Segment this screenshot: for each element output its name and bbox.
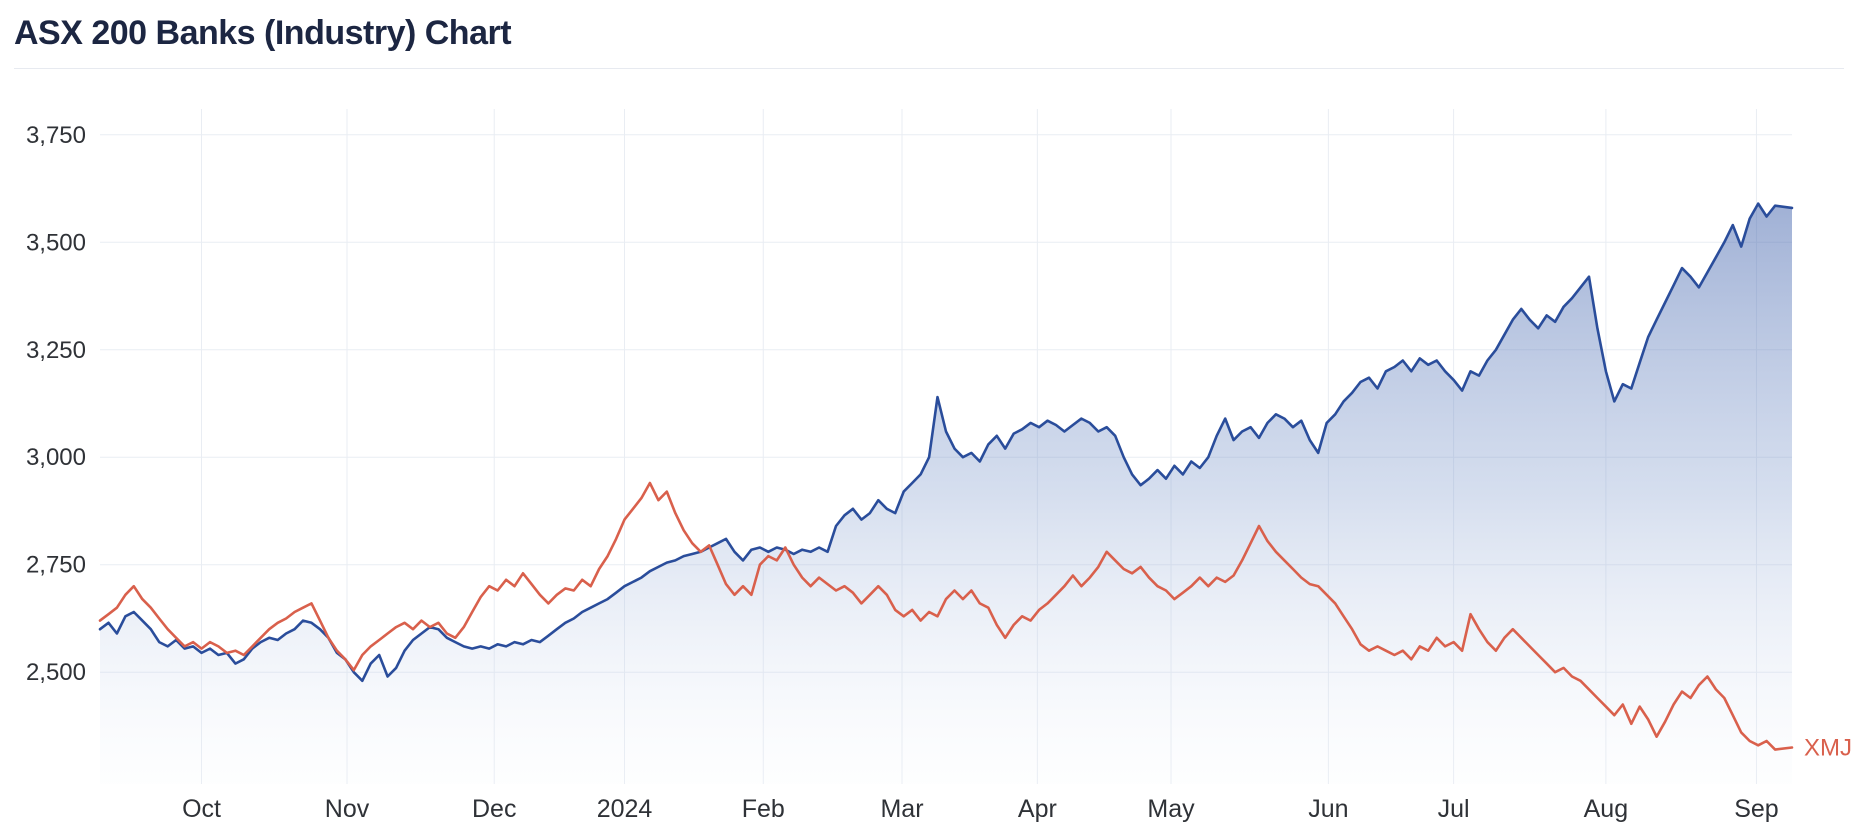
y-axis-tick-label: 3,500 <box>26 229 86 256</box>
y-axis-labels: 2,500 2,750 3,000 3,250 3,500 3,750 <box>26 122 86 686</box>
banks-line <box>98 202 1794 683</box>
y-axis-tick-label: 3,250 <box>26 337 86 364</box>
xmj-series-label: XMJ <box>1804 734 1852 761</box>
x-axis-tick-label: May <box>1147 795 1195 823</box>
x-axis-tick-label: Nov <box>325 795 370 823</box>
chart-container: XMJ 2,500 2,750 3,000 3,250 3,500 3,750 Oct Nov D… <box>0 69 1860 829</box>
chart-header: ASX 200 Banks (Industry) Chart <box>0 0 1860 69</box>
x-axis-tick-label: Dec <box>472 795 516 823</box>
x-axis-tick-label: Apr <box>1018 795 1057 823</box>
x-axis-tick-label: Mar <box>880 795 923 823</box>
x-axis-tick-label: Feb <box>742 795 785 823</box>
y-axis-tick-label: 3,000 <box>26 444 86 471</box>
y-axis-tick-label: 2,750 <box>26 552 86 579</box>
banks-area-fill <box>100 203 1792 785</box>
y-axis-tick-label: 3,750 <box>26 122 86 149</box>
y-axis-tick-label: 2,500 <box>26 659 86 686</box>
xmj-line <box>98 481 1794 751</box>
page-title: ASX 200 Banks (Industry) Chart <box>14 14 512 52</box>
x-axis-tick-label: Sep <box>1734 795 1778 823</box>
x-axis-tick-label: Jul <box>1438 795 1470 823</box>
x-axis-labels: Oct Nov Dec 2024 Feb Mar Apr May Jun Jul Aug Sep <box>182 795 1779 823</box>
x-axis-tick-label: Oct <box>182 795 221 823</box>
header-divider <box>14 68 1844 69</box>
x-axis-tick-label: Aug <box>1584 795 1628 823</box>
x-axis-tick-label: Jun <box>1308 795 1348 823</box>
price-chart[interactable]: XMJ 2,500 2,750 3,000 3,250 3,500 3,750 Oct Nov D… <box>0 69 1860 829</box>
x-axis-tick-label: 2024 <box>597 795 653 823</box>
